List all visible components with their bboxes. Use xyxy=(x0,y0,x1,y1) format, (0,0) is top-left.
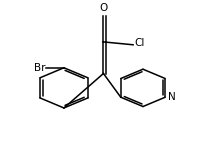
Text: Cl: Cl xyxy=(134,38,145,48)
Text: N: N xyxy=(168,92,176,102)
Text: O: O xyxy=(99,3,108,13)
Text: Br: Br xyxy=(34,63,45,73)
